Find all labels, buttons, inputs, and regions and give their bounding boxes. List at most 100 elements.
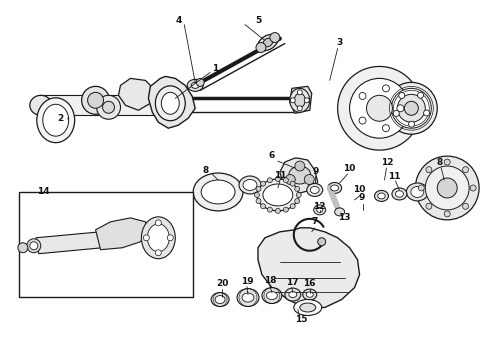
Text: 11: 11 bbox=[388, 171, 401, 180]
Circle shape bbox=[283, 207, 289, 212]
Text: 9: 9 bbox=[313, 167, 319, 176]
Circle shape bbox=[417, 92, 423, 98]
Text: 4: 4 bbox=[175, 16, 181, 25]
Circle shape bbox=[18, 243, 28, 253]
Ellipse shape bbox=[267, 292, 277, 300]
Circle shape bbox=[256, 186, 261, 191]
Circle shape bbox=[426, 167, 432, 173]
Text: 19: 19 bbox=[241, 277, 253, 286]
Ellipse shape bbox=[30, 95, 52, 115]
Text: 9: 9 bbox=[358, 193, 365, 202]
Circle shape bbox=[27, 239, 41, 253]
Text: 6: 6 bbox=[269, 150, 275, 159]
Circle shape bbox=[97, 95, 121, 119]
Ellipse shape bbox=[374, 190, 389, 201]
Circle shape bbox=[290, 204, 295, 209]
Circle shape bbox=[318, 238, 326, 246]
Circle shape bbox=[367, 95, 392, 121]
Circle shape bbox=[275, 208, 280, 213]
Circle shape bbox=[444, 211, 450, 217]
Ellipse shape bbox=[290, 88, 310, 112]
Ellipse shape bbox=[147, 224, 169, 252]
Circle shape bbox=[82, 86, 110, 114]
Circle shape bbox=[463, 203, 468, 209]
Ellipse shape bbox=[386, 82, 437, 134]
Ellipse shape bbox=[397, 94, 425, 122]
Polygon shape bbox=[290, 86, 312, 113]
Polygon shape bbox=[36, 232, 102, 254]
Text: 11: 11 bbox=[273, 171, 286, 180]
Circle shape bbox=[383, 125, 390, 132]
Text: 8: 8 bbox=[202, 166, 208, 175]
Ellipse shape bbox=[294, 300, 322, 315]
Text: 15: 15 bbox=[295, 315, 308, 324]
Ellipse shape bbox=[411, 186, 424, 197]
Ellipse shape bbox=[289, 166, 311, 184]
Text: 5: 5 bbox=[255, 16, 261, 25]
Circle shape bbox=[290, 98, 295, 103]
Circle shape bbox=[463, 167, 468, 173]
Circle shape bbox=[167, 235, 173, 241]
Ellipse shape bbox=[307, 184, 323, 197]
Polygon shape bbox=[280, 158, 318, 193]
Text: 3: 3 bbox=[337, 38, 343, 47]
Ellipse shape bbox=[331, 185, 339, 191]
Ellipse shape bbox=[294, 93, 305, 107]
Ellipse shape bbox=[328, 183, 342, 193]
Circle shape bbox=[418, 185, 424, 191]
Polygon shape bbox=[258, 228, 360, 307]
Circle shape bbox=[155, 220, 161, 226]
Circle shape bbox=[256, 199, 261, 203]
Text: 10: 10 bbox=[353, 185, 366, 194]
Text: 2: 2 bbox=[58, 114, 64, 123]
Circle shape bbox=[283, 178, 289, 183]
Circle shape bbox=[426, 203, 432, 209]
Circle shape bbox=[304, 175, 314, 184]
Ellipse shape bbox=[257, 179, 299, 211]
Ellipse shape bbox=[314, 205, 326, 215]
Ellipse shape bbox=[155, 86, 185, 121]
Circle shape bbox=[294, 199, 300, 203]
Text: 10: 10 bbox=[343, 163, 356, 172]
Circle shape bbox=[102, 101, 115, 113]
Circle shape bbox=[349, 78, 409, 138]
Ellipse shape bbox=[335, 208, 344, 216]
Circle shape bbox=[30, 242, 38, 250]
Ellipse shape bbox=[289, 292, 297, 298]
Ellipse shape bbox=[242, 293, 254, 302]
Circle shape bbox=[338, 67, 421, 150]
Circle shape bbox=[444, 159, 450, 165]
Circle shape bbox=[88, 92, 103, 108]
Circle shape bbox=[399, 93, 405, 99]
Ellipse shape bbox=[161, 92, 179, 114]
Polygon shape bbox=[41, 95, 185, 115]
Text: 16: 16 bbox=[303, 279, 316, 288]
Ellipse shape bbox=[243, 180, 257, 190]
Ellipse shape bbox=[262, 288, 282, 303]
Circle shape bbox=[423, 110, 430, 116]
Circle shape bbox=[359, 93, 366, 99]
Text: 20: 20 bbox=[216, 279, 228, 288]
Ellipse shape bbox=[201, 180, 235, 204]
Circle shape bbox=[268, 207, 272, 212]
Polygon shape bbox=[119, 78, 155, 110]
Text: 14: 14 bbox=[37, 188, 50, 197]
Ellipse shape bbox=[187, 80, 203, 91]
Ellipse shape bbox=[310, 186, 319, 193]
Circle shape bbox=[393, 111, 399, 116]
Ellipse shape bbox=[215, 296, 225, 303]
Circle shape bbox=[416, 156, 479, 220]
Circle shape bbox=[297, 90, 302, 95]
Ellipse shape bbox=[392, 88, 431, 128]
Ellipse shape bbox=[258, 34, 278, 51]
Text: 13: 13 bbox=[339, 213, 351, 222]
Ellipse shape bbox=[43, 104, 69, 136]
Circle shape bbox=[409, 121, 415, 127]
Ellipse shape bbox=[317, 207, 323, 212]
Ellipse shape bbox=[392, 188, 407, 200]
Circle shape bbox=[295, 161, 305, 171]
Circle shape bbox=[275, 176, 280, 181]
Ellipse shape bbox=[285, 288, 301, 301]
Ellipse shape bbox=[395, 191, 403, 197]
Circle shape bbox=[470, 185, 476, 191]
